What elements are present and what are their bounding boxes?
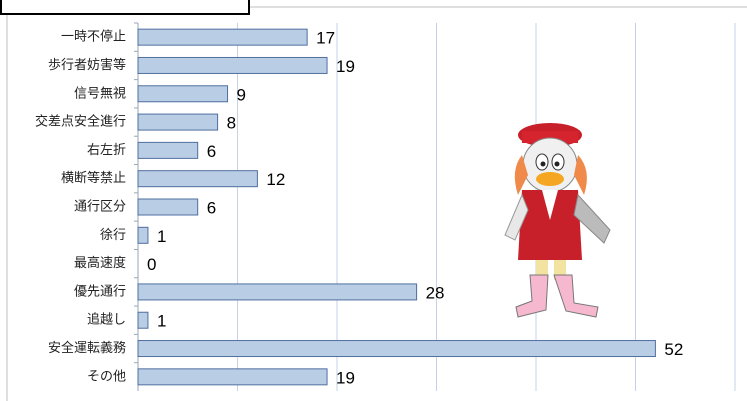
data-label: 6 — [207, 142, 216, 161]
y-tick-label: 通行区分 — [74, 200, 126, 215]
chart: 一時不停止 17 歩行者妨害等 19 信号無視 9 交差点安全進行 8 右左折 6 横断等禁止 12 通… — [0, 0, 747, 401]
y-tick-label: 安全運転義務 — [48, 340, 126, 356]
bar — [138, 114, 218, 130]
y-tick-label: その他 — [87, 369, 126, 384]
data-label: 0 — [147, 255, 156, 274]
bar — [138, 312, 148, 328]
data-label: 12 — [266, 170, 285, 189]
data-label: 1 — [157, 312, 166, 331]
data-label: 1 — [157, 227, 166, 246]
data-label: 8 — [227, 114, 236, 133]
bar — [138, 86, 228, 102]
y-tick-label: 最高速度 — [74, 255, 126, 271]
y-tick-label: 一時不停止 — [61, 29, 126, 45]
bar — [138, 341, 655, 357]
bar — [138, 369, 327, 385]
bar — [138, 227, 148, 243]
y-tick-label: 交差点安全進行 — [35, 114, 126, 130]
data-label: 19 — [336, 368, 355, 387]
bar — [138, 171, 257, 187]
title-box — [1, 0, 249, 14]
mascot — [505, 123, 610, 317]
y-tick-label: 優先通行 — [74, 284, 126, 299]
bar — [138, 29, 307, 45]
data-label: 17 — [316, 29, 335, 48]
y-tick-label: 徐行 — [100, 228, 126, 243]
grid — [138, 23, 735, 391]
y-tick-label: 歩行者妨害等 — [48, 57, 126, 73]
data-label: 28 — [426, 283, 445, 302]
data-label: 52 — [664, 340, 683, 359]
bar — [138, 142, 198, 158]
y-tick-label: 信号無視 — [74, 86, 126, 101]
bar — [138, 199, 198, 215]
y-tick-label: 横断等禁止 — [61, 170, 126, 186]
bar — [138, 284, 417, 300]
bar — [138, 57, 327, 73]
data-label: 19 — [336, 57, 355, 76]
data-label: 9 — [237, 85, 246, 104]
data-label: 6 — [207, 198, 216, 217]
y-tick-label: 右左折 — [87, 143, 126, 158]
y-tick-label: 追越し — [87, 312, 126, 328]
